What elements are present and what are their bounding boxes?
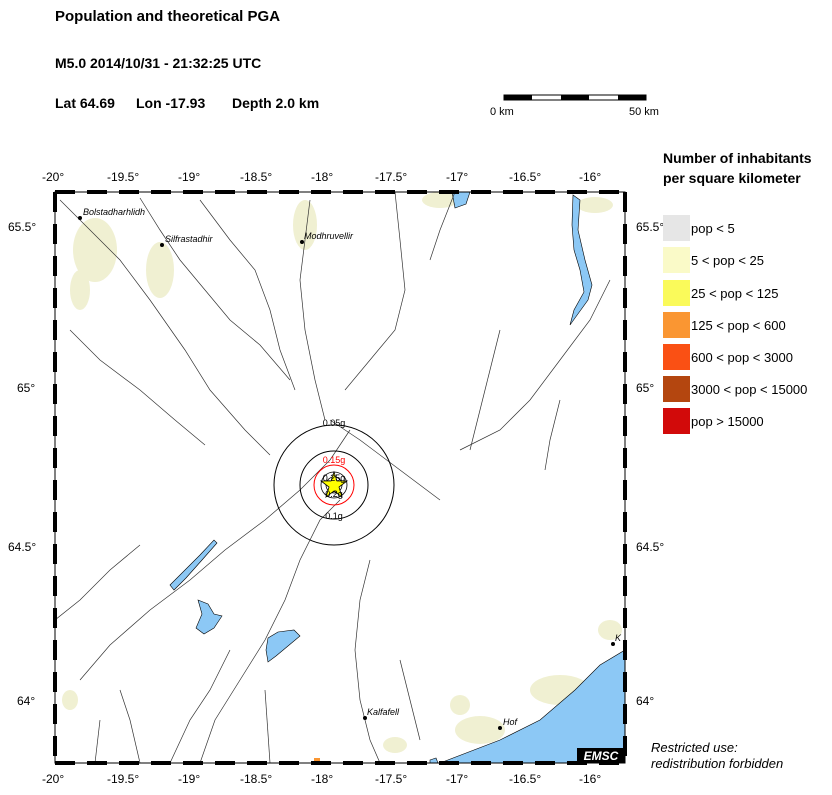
pga-label-0-15g: 0.15g — [323, 455, 346, 465]
lon-tick-top: -17.5° — [375, 170, 408, 184]
pga-contour-0-05g — [273, 424, 395, 546]
lat-tick-right: 64° — [636, 694, 655, 708]
legend-item: pop < 5 — [663, 215, 832, 241]
event-info: M5.0 2014/10/31 - 21:32:25 UTC — [55, 55, 262, 71]
place-markers — [78, 216, 615, 730]
lon-tick-bottom: -17.5° — [375, 772, 408, 786]
legend-label: 5 < pop < 25 — [691, 253, 765, 268]
legend-swatch — [663, 344, 690, 370]
population-marker-orange — [314, 758, 320, 763]
lon-tick-bottom: -16.5° — [509, 772, 542, 786]
lat-tick-left: 65.5° — [8, 220, 37, 234]
lat-tick-left: 65° — [17, 381, 36, 395]
lon-tick-bottom: -19° — [178, 772, 201, 786]
scale-start-label: 0 km — [490, 106, 514, 118]
legend-item: 600 < pop < 3000 — [663, 344, 832, 370]
lon-tick-bottom: -20° — [42, 772, 65, 786]
rivers — [55, 192, 611, 763]
lat-tick-left: 64.5° — [8, 540, 37, 554]
legend-swatch — [663, 215, 690, 241]
legend-item: 125 < pop < 600 — [663, 312, 832, 338]
water-bodies — [169, 192, 625, 763]
lon-tick-bottom: -16° — [579, 772, 602, 786]
legend-label: 125 < pop < 600 — [691, 318, 786, 333]
place-label-modhruvellir: Modhruvellir — [304, 231, 354, 241]
legend-label: pop > 15000 — [691, 414, 764, 429]
pga-label-0-1g: 0.1g — [325, 511, 343, 521]
lon-tick-bottom: -18° — [311, 772, 334, 786]
map-frame — [53, 190, 627, 765]
emsc-badge-bg — [577, 748, 625, 763]
pga-label-0-25g: 0.25g — [323, 473, 346, 483]
legend-swatch — [663, 408, 690, 434]
usage-note-line1: Restricted use: — [651, 740, 738, 755]
depth-label: Depth 2.0 km — [232, 95, 320, 111]
lon-tick-top: -16.5° — [509, 170, 542, 184]
lat-tick-right: 65° — [636, 381, 655, 395]
legend-label: 3000 < pop < 15000 — [691, 382, 808, 397]
place-labels: Bolstadharhlidh Silfrastadhir Modhruvell… — [83, 207, 622, 727]
lon-tick-top: -17° — [446, 170, 469, 184]
lat-tick-right: 65.5° — [636, 220, 665, 234]
place-label-hof: Hof — [503, 717, 519, 727]
place-label-silfrastadhir: Silfrastadhir — [165, 234, 214, 244]
place-label-k: K — [615, 633, 622, 643]
pga-label-0-2g: 0.2g — [325, 489, 343, 499]
lat-tick-left: 64° — [17, 694, 36, 708]
legend-swatch — [663, 247, 690, 273]
legend-swatch — [663, 312, 690, 338]
lat-tick-right: 64.5° — [636, 540, 665, 554]
lon-tick-bottom: -17° — [446, 772, 469, 786]
legend-item: 25 < pop < 125 — [663, 280, 832, 306]
page-title: Population and theoretical PGA — [55, 8, 281, 25]
legend-item: 5 < pop < 25 — [663, 247, 832, 273]
lon-tick-top: -20° — [42, 170, 65, 184]
usage-note-line2: redistribution forbidden — [651, 756, 784, 771]
pga-contour-0-15g — [313, 464, 355, 506]
lon-tick-top: -18.5° — [240, 170, 273, 184]
legend-label: 25 < pop < 125 — [691, 286, 779, 301]
lon-tick-bottom: -18.5° — [240, 772, 273, 786]
lon-tick-top: -16° — [579, 170, 602, 184]
epicenter-star-icon — [319, 470, 349, 499]
longitude-label: Lon -17.93 — [136, 95, 206, 111]
place-label-bolstadharhlidh: Bolstadharhlidh — [83, 207, 145, 217]
emsc-badge: EMSC — [584, 749, 619, 763]
scale-end-label: 50 km — [629, 106, 659, 118]
usage-note: Restricted use: redistribution forbidden — [651, 740, 783, 772]
pga-label-0-05g: 0.05g — [323, 418, 346, 428]
place-label-kalfafell: Kalfafell — [367, 707, 400, 717]
pga-labels: 0.05g 0.1g 0.15g 0.2g 0.25g — [323, 418, 346, 521]
pga-contour-0-1g — [299, 450, 369, 520]
latitude-label: Lat 64.69 — [55, 95, 115, 111]
lon-tick-top: -18° — [311, 170, 334, 184]
legend-swatch — [663, 280, 690, 306]
lon-tick-top: -19° — [178, 170, 201, 184]
lon-tick-top: -19.5° — [107, 170, 140, 184]
legend-item: 3000 < pop < 15000 — [663, 376, 832, 402]
legend-swatch — [663, 376, 690, 402]
legend-label: pop < 5 — [691, 221, 735, 236]
legend-title: Number of inhabitants per square kilomet… — [663, 150, 812, 186]
lon-tick-bottom: -19.5° — [107, 772, 140, 786]
legend-label: 600 < pop < 3000 — [691, 350, 793, 365]
legend-item: pop > 15000 — [663, 408, 832, 434]
